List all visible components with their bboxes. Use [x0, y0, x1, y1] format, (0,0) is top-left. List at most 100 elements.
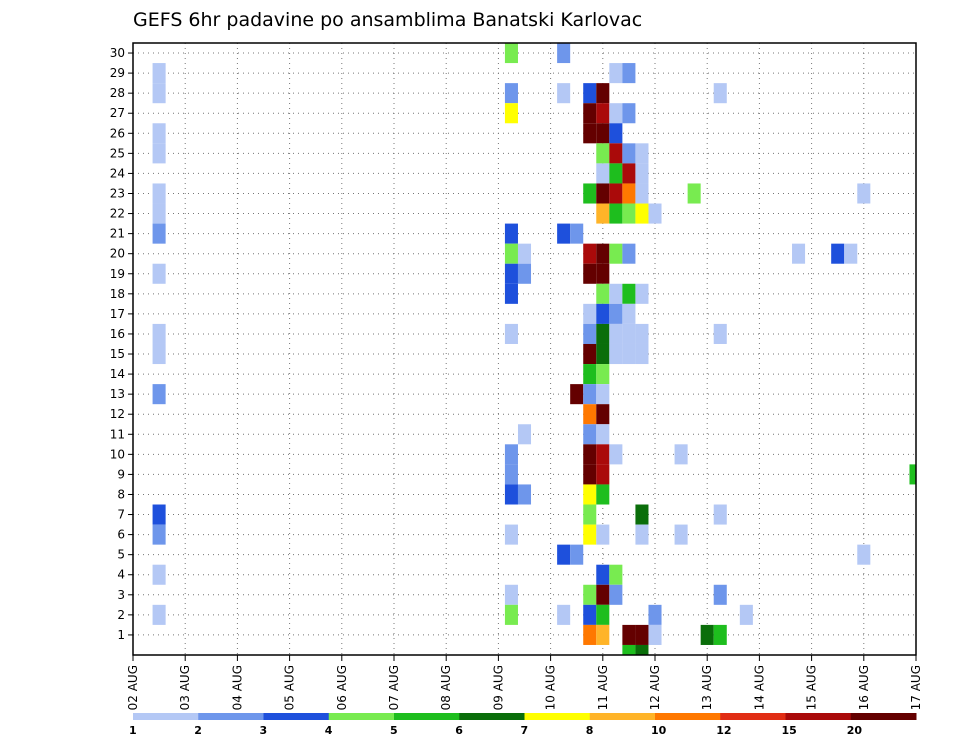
heatmap-cell	[713, 504, 727, 525]
heatmap-cell	[152, 524, 166, 545]
heatmap-cell	[609, 564, 623, 585]
heatmap-cell	[596, 604, 610, 625]
y-tick-label: 9	[117, 467, 125, 481]
x-tick-label: 10 AUG	[544, 665, 558, 710]
heatmap-cell	[152, 183, 166, 204]
heatmap-cell	[635, 283, 649, 304]
heatmap-cell	[909, 464, 916, 485]
colorbar-swatch	[850, 713, 917, 720]
colorbar-swatch	[720, 713, 786, 720]
x-tick-label: 12 AUG	[648, 665, 662, 710]
heatmap-cell	[583, 444, 597, 465]
heatmap-cell	[713, 323, 727, 344]
heatmap-cell	[504, 243, 518, 264]
heatmap-cell	[635, 504, 649, 525]
y-tick-label: 2	[117, 608, 125, 622]
heatmap-cell	[622, 343, 636, 365]
heatmap-cell	[622, 624, 636, 645]
heatmap-cell	[622, 243, 636, 264]
colorbar-label: 8	[586, 724, 594, 737]
x-tick-label: 08 AUG	[439, 665, 453, 710]
heatmap-cell	[622, 203, 636, 224]
colorbar-label: 1	[129, 724, 137, 737]
colorbar-label: 12	[716, 724, 731, 737]
colorbar-swatch	[328, 713, 395, 720]
heatmap-cell	[622, 283, 636, 304]
heatmap-cell	[152, 143, 166, 164]
heatmap-cell	[583, 83, 597, 104]
heatmap-cell	[857, 544, 871, 565]
heatmap-cell	[557, 223, 571, 244]
y-tick-label: 22	[110, 207, 125, 221]
heatmap-cell	[517, 484, 532, 505]
heatmap-cell	[635, 203, 649, 224]
heatmap-cell	[583, 464, 597, 485]
heatmap-cell	[792, 243, 806, 264]
heatmap-cell	[609, 183, 623, 204]
heatmap-cell	[635, 624, 649, 645]
heatmap-cell	[700, 624, 714, 645]
x-tick-label: 02 AUG	[126, 665, 140, 710]
x-tick-label: 04 AUG	[230, 665, 244, 710]
heatmap-cell	[596, 404, 610, 425]
heatmap-cell	[517, 263, 532, 284]
y-tick-label: 6	[117, 528, 125, 542]
heatmap-cell	[609, 123, 623, 144]
y-tick-label: 29	[110, 66, 125, 80]
heatmap-cell	[596, 364, 610, 385]
heatmap-cell	[583, 183, 597, 204]
heatmap-cell	[557, 43, 571, 64]
x-tick-label: 07 AUG	[387, 665, 401, 710]
heatmap-cell	[583, 243, 597, 264]
heatmap-cell	[504, 43, 518, 64]
heatmap-cell	[713, 83, 727, 104]
heatmap-cell	[570, 223, 584, 244]
colorbar-label: 15	[782, 724, 797, 737]
y-tick-label: 20	[110, 247, 125, 261]
colorbar-label: 6	[455, 724, 463, 737]
colorbar-swatch	[524, 713, 591, 720]
heatmap-cell	[857, 183, 871, 204]
y-tick-label: 15	[110, 347, 125, 361]
y-tick-label: 7	[117, 508, 125, 522]
heatmap-cell	[152, 123, 166, 144]
y-tick-label: 28	[110, 86, 125, 100]
dotted-grid	[133, 43, 916, 655]
colorbar-swatch	[589, 713, 656, 720]
heatmap-cell	[648, 604, 662, 625]
heatmap-cell	[152, 564, 166, 585]
heatmap-cell	[504, 103, 518, 124]
x-tick-label: 03 AUG	[178, 665, 192, 710]
heatmap-cell	[504, 524, 518, 545]
heatmap-cell	[152, 504, 166, 525]
x-tick-label: 17 AUG	[909, 665, 923, 710]
heatmap-cell	[609, 343, 623, 365]
colorbar-label: 5	[390, 724, 398, 737]
heatmap-cell	[622, 644, 636, 655]
heatmap-cell	[635, 644, 649, 655]
y-tick-label: 18	[110, 287, 125, 301]
heatmap-cell	[609, 283, 623, 304]
heatmap-cell	[557, 83, 571, 104]
heatmap-cell	[831, 243, 845, 264]
heatmap-cell	[504, 464, 518, 485]
heatmap-cell	[570, 384, 584, 405]
heatmap-cell	[152, 343, 166, 365]
heatmap-cell	[739, 604, 753, 625]
heatmap-cell	[596, 323, 610, 344]
colorbar-swatch	[459, 713, 525, 720]
y-axis-ticks: 1234567891011121314151617181920212223242…	[110, 46, 133, 642]
x-tick-label: 14 AUG	[752, 665, 766, 710]
heatmap-cell	[152, 223, 166, 244]
heatmap-cell	[504, 444, 518, 465]
heatmap-cell	[844, 243, 858, 264]
heatmap-cell	[583, 424, 597, 445]
heatmap-cell	[596, 263, 610, 284]
colorbar-label: 20	[847, 724, 863, 737]
heatmap-cell	[583, 123, 597, 144]
heatmap-cell	[570, 544, 584, 565]
heatmap-cell	[583, 524, 597, 545]
heatmap-cell	[596, 343, 610, 365]
y-tick-label: 11	[110, 427, 125, 441]
heatmap-cell	[504, 323, 518, 344]
